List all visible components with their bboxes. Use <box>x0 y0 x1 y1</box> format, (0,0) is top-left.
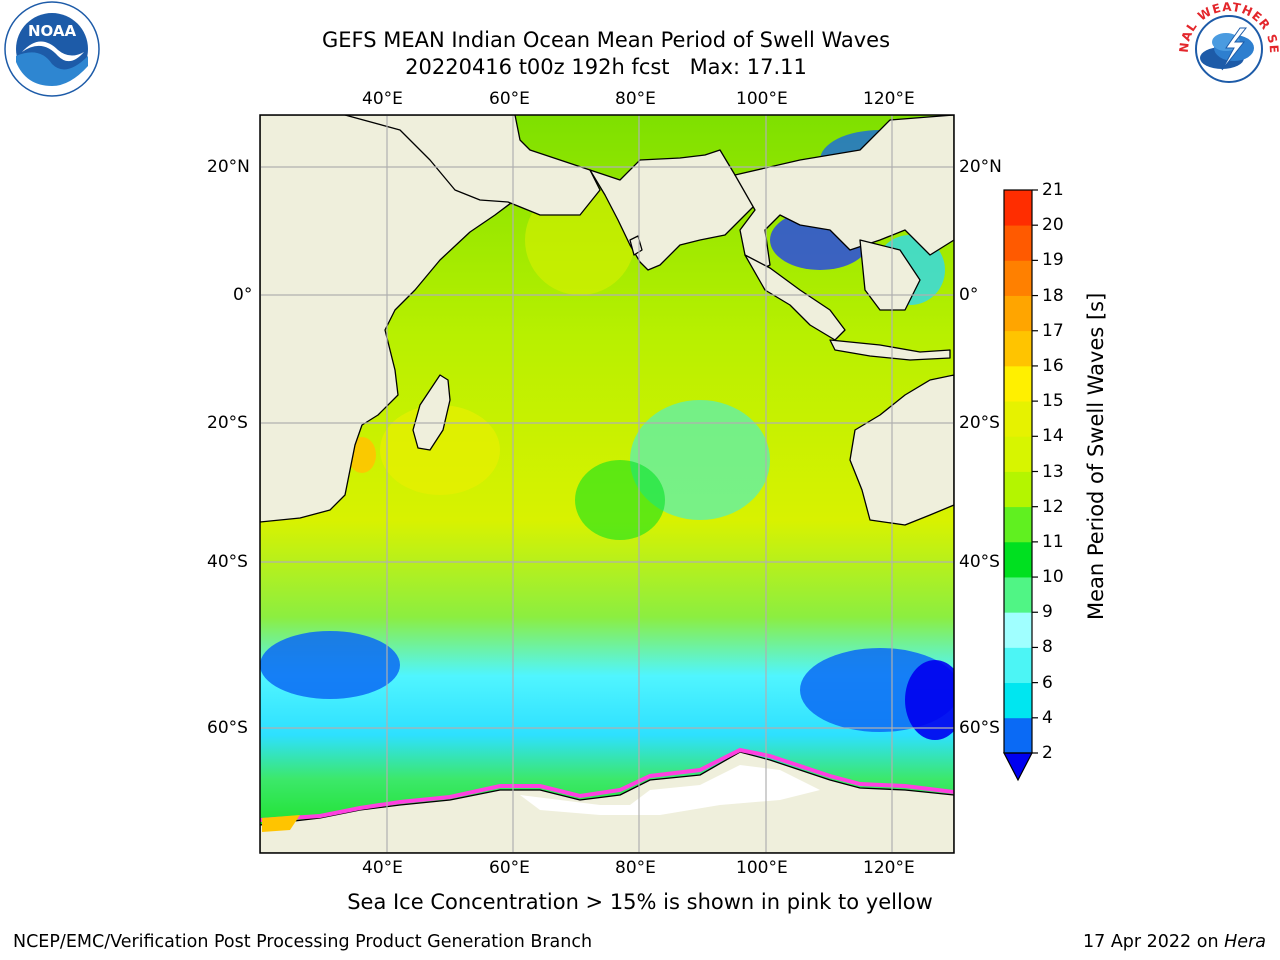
colorbar-segment <box>1004 436 1032 472</box>
lon-tick-bottom: 60°E <box>489 858 530 878</box>
lat-tick-right: 60°S <box>959 718 1000 738</box>
colorbar-segment <box>1004 506 1032 543</box>
sea-ice-footnote: Sea Ice Concentration > 15% is shown in … <box>347 890 933 914</box>
lon-tick-bottom: 120°E <box>863 858 915 878</box>
map-frame <box>259 114 955 854</box>
run-host: Hera <box>1224 932 1266 952</box>
colorbar-tick-label: 8 <box>1042 637 1053 658</box>
colorbar-tick-label: 13 <box>1042 461 1064 482</box>
wave-patch <box>260 631 400 699</box>
colorbar-segment <box>1004 717 1032 754</box>
lon-tick-top: 80°E <box>615 89 656 109</box>
noaa-logo-text: NOAA <box>28 22 77 40</box>
land-sumatra <box>744 254 846 341</box>
lat-tick-right: 0° <box>959 285 979 305</box>
colorbar-tick-label: 15 <box>1042 391 1064 412</box>
colorbar-tick-label: 16 <box>1042 355 1064 376</box>
noaa-logo: NOAA <box>0 0 105 100</box>
map-title: GEFS MEAN Indian Ocean Mean Period of Sw… <box>321 28 891 52</box>
lon-tick-top: 100°E <box>736 89 788 109</box>
colorbar-tick-label: 10 <box>1042 567 1064 588</box>
colorbar-segment <box>1004 647 1032 684</box>
run-info: 17 Apr 2022 on Hera <box>1083 932 1266 952</box>
colorbar-segment <box>1004 365 1032 402</box>
colorbar-tick-label: 11 <box>1042 531 1064 552</box>
wave-patch <box>630 400 770 520</box>
lat-tick-right: 20°N <box>959 157 1002 177</box>
lat-tick-right: 40°S <box>959 552 1000 572</box>
colorbar-segment <box>1004 225 1032 261</box>
colorbar-segment <box>1004 682 1032 719</box>
colorbar-tick-label: 19 <box>1042 250 1064 271</box>
lat-tick-right: 20°S <box>959 413 1000 433</box>
wave-patch <box>905 660 954 740</box>
lat-tick-left: 40°S <box>207 552 248 572</box>
land-arabia <box>344 115 601 216</box>
colorbar-tick-label: 9 <box>1042 602 1053 623</box>
wave-patch <box>380 405 500 495</box>
lon-tick-top: 60°E <box>489 89 530 109</box>
colorbar-tick-label: 18 <box>1042 285 1064 306</box>
colorbar-under-arrow <box>1003 752 1033 782</box>
sea-ice-zone <box>520 765 820 815</box>
colorbar-segment <box>1004 612 1032 648</box>
colorbar-segment <box>1004 471 1032 508</box>
map-subtitle: 20220416 t00z 192h fcst Max: 17.11 <box>405 55 807 79</box>
land-java <box>829 339 951 361</box>
wave-patch <box>575 460 665 540</box>
lat-tick-left: 20°N <box>207 157 250 177</box>
colorbar-tick-label: 14 <box>1042 426 1064 447</box>
graticule <box>260 115 954 853</box>
colorbar-label: Mean Period of Swell Waves [s] <box>1084 292 1108 620</box>
colorbar-segment <box>1004 295 1032 332</box>
colorbar-segment <box>1004 401 1032 437</box>
nws-logo: NATIONAL WEATHER SERVICE <box>1178 0 1280 100</box>
lon-tick-top: 40°E <box>362 89 403 109</box>
colorbar-tick-label: 12 <box>1042 496 1064 517</box>
land-borneo <box>859 239 921 311</box>
colorbar-segment <box>1004 541 1032 578</box>
lat-tick-left: 20°S <box>207 413 248 433</box>
colorbar-segment <box>1004 260 1032 296</box>
colorbar-tick-label: 21 <box>1042 180 1064 200</box>
colorbar-tick-label: 20 <box>1042 215 1064 236</box>
run-date: 17 Apr 2022 on <box>1082 932 1219 952</box>
sea-ice-high <box>262 815 300 832</box>
lon-tick-bottom: 100°E <box>736 858 788 878</box>
colorbar-tick-label: 2 <box>1042 743 1053 763</box>
colorbar-segment <box>1004 190 1032 226</box>
colorbar-tick-label: 17 <box>1042 320 1064 341</box>
credits: NCEP/EMC/Verification Post Processing Pr… <box>13 932 593 952</box>
colorbar <box>1003 189 1038 782</box>
lon-tick-bottom: 80°E <box>615 858 656 878</box>
sea-ice-edge <box>260 747 954 822</box>
colorbar-tick-label: 4 <box>1042 707 1053 728</box>
land-australia <box>849 374 954 526</box>
lon-tick-top: 120°E <box>863 89 915 109</box>
land-madagascar <box>412 374 451 451</box>
lat-tick-left: 60°S <box>207 718 248 738</box>
colorbar-tick-label: 6 <box>1042 672 1053 693</box>
colorbar-segment <box>1004 577 1032 613</box>
lon-tick-bottom: 40°E <box>362 858 403 878</box>
lat-tick-left: 0° <box>233 285 253 305</box>
colorbar-segment <box>1004 330 1032 367</box>
